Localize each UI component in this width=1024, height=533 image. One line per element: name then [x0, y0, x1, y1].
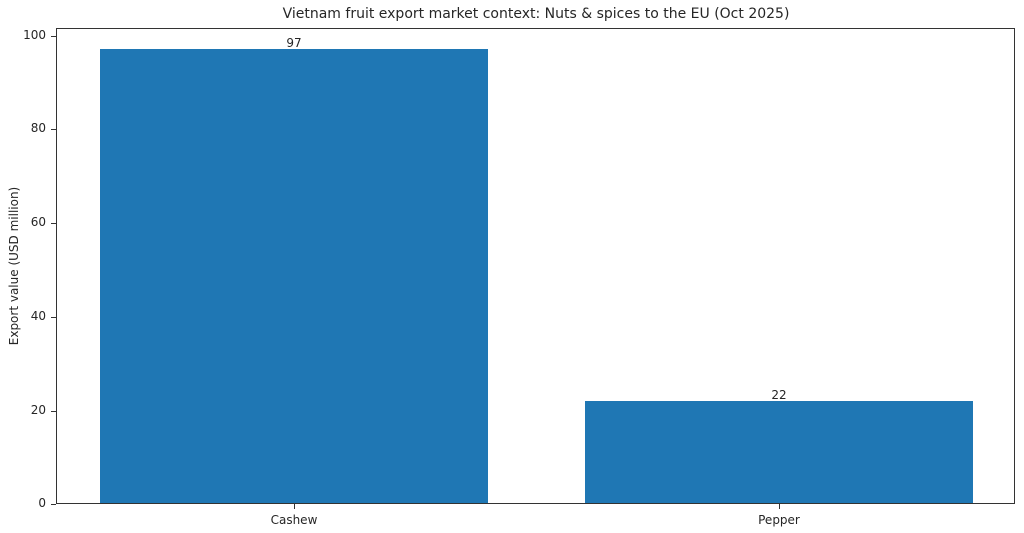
y-tick-label-100: 100: [23, 28, 46, 42]
bar-cashew: [100, 49, 488, 503]
y-tick-80: [51, 129, 56, 130]
x-tick-cashew: [294, 504, 295, 509]
y-tick-60: [51, 223, 56, 224]
y-tick-label-0: 0: [38, 496, 46, 510]
plot-area: 97 22 0 20 40 60 80 100 Cashew Pepper: [23, 28, 1015, 527]
y-tick-0: [51, 504, 56, 505]
y-tick-label-40: 40: [30, 309, 46, 323]
bar-pepper: [585, 401, 973, 503]
y-tick-label-60: 60: [30, 215, 46, 229]
x-tick-label-pepper: Pepper: [758, 513, 800, 527]
bar-value-label-cashew: 97: [286, 36, 302, 50]
x-tick-label-cashew: Cashew: [270, 513, 318, 527]
y-tick-label-20: 20: [30, 403, 46, 417]
y-tick-20: [51, 411, 56, 412]
bar-value-label-pepper: 22: [771, 388, 787, 402]
y-tick-40: [51, 317, 56, 318]
x-tick-pepper: [779, 504, 780, 509]
y-tick-label-80: 80: [30, 121, 46, 135]
chart-title: Vietnam fruit export market context: Nut…: [282, 6, 790, 22]
y-tick-100: [51, 36, 56, 37]
